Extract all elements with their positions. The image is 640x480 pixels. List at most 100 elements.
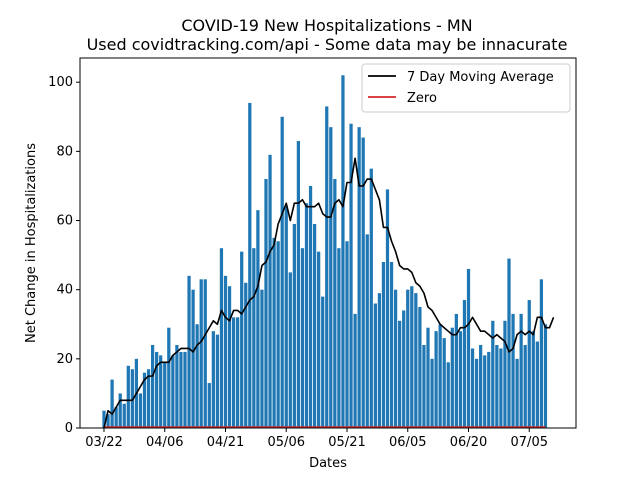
bar — [479, 345, 483, 428]
bar — [183, 351, 187, 428]
bar — [215, 334, 220, 428]
bar — [227, 286, 232, 428]
bar — [458, 331, 463, 428]
bar — [349, 123, 353, 428]
bar — [511, 313, 515, 428]
bar — [195, 324, 199, 428]
bar — [159, 355, 163, 428]
bar — [402, 310, 406, 428]
bar — [523, 345, 527, 428]
line-series — [103, 157, 555, 429]
bar — [462, 300, 467, 428]
bar — [539, 279, 544, 428]
bar — [175, 345, 179, 428]
bar — [466, 268, 471, 428]
y-axis: 0 20 40 60 80 100 — [48, 75, 80, 436]
bar — [393, 289, 398, 428]
bar — [179, 351, 183, 428]
bar-series — [102, 75, 548, 429]
legend-box — [361, 63, 571, 113]
bar — [146, 369, 151, 428]
legend-label-moving-average: 7 Day Moving Average — [407, 70, 554, 85]
bar — [122, 403, 126, 428]
bar — [114, 407, 118, 428]
bar — [244, 282, 248, 428]
bar — [260, 289, 264, 428]
bar — [138, 393, 143, 428]
bar — [325, 106, 329, 428]
bar — [369, 168, 373, 428]
bar — [308, 185, 313, 428]
bar — [333, 179, 337, 428]
bar — [272, 237, 276, 428]
bar — [373, 303, 377, 428]
bar — [381, 262, 386, 428]
bar — [163, 362, 167, 428]
bar — [398, 320, 402, 428]
bar — [337, 248, 341, 428]
bar — [211, 331, 215, 428]
bar — [503, 320, 507, 428]
bar — [483, 355, 487, 428]
bar — [361, 137, 365, 428]
bar — [491, 320, 495, 428]
y-tick-label: 20 — [56, 352, 73, 367]
bar — [410, 286, 414, 428]
y-tick-label: 40 — [56, 283, 73, 298]
bar — [389, 262, 394, 428]
x-axis: 03/22 04/06 04/21 05/06 05/21 06/05 06/20 07/05 — [85, 428, 548, 450]
bar — [317, 251, 321, 428]
y-tick-label: 80 — [56, 144, 73, 159]
x-tick-label: 03/22 — [85, 435, 122, 450]
bar — [426, 327, 430, 428]
bar — [377, 293, 382, 428]
x-tick-label: 07/05 — [511, 435, 548, 450]
x-tick-label: 05/06 — [268, 435, 305, 450]
bar — [187, 275, 191, 428]
x-axis-label: Dates — [309, 456, 347, 471]
bar — [130, 369, 134, 428]
bar — [102, 410, 106, 428]
legend: 7 Day Moving Average Zero — [361, 63, 571, 113]
bar — [292, 223, 296, 428]
bar — [231, 317, 236, 428]
bar — [495, 345, 499, 428]
bar — [276, 241, 280, 428]
bar — [438, 324, 442, 428]
x-tick-label: 06/20 — [450, 435, 487, 450]
bar — [535, 341, 539, 428]
bar — [126, 365, 130, 428]
bar — [252, 248, 256, 428]
bar — [150, 345, 155, 428]
bar — [454, 313, 458, 428]
bar — [418, 306, 422, 428]
bar — [321, 296, 325, 428]
bar — [353, 313, 357, 428]
bar — [414, 293, 418, 428]
bar — [422, 345, 426, 428]
bar — [223, 275, 228, 428]
bar — [118, 393, 122, 428]
bar — [280, 116, 284, 428]
y-tick-label: 100 — [48, 75, 73, 90]
bar — [527, 300, 531, 428]
bar — [430, 358, 434, 428]
bar — [365, 234, 369, 428]
bar — [264, 179, 268, 428]
bar — [357, 127, 361, 428]
bar — [329, 127, 333, 428]
bar — [487, 351, 491, 428]
bar — [446, 362, 450, 428]
bar — [345, 241, 349, 428]
y-tick-label: 60 — [56, 214, 73, 229]
plot-frame — [79, 57, 577, 429]
bar — [142, 372, 147, 428]
bar — [499, 348, 503, 428]
chart-subtitle: Used covidtracking.com/api - Some data m… — [87, 35, 568, 54]
legend-label-zero: Zero — [407, 91, 437, 106]
bar — [284, 206, 288, 428]
plot-area — [102, 75, 555, 429]
bar — [385, 189, 390, 428]
bar — [199, 279, 203, 428]
